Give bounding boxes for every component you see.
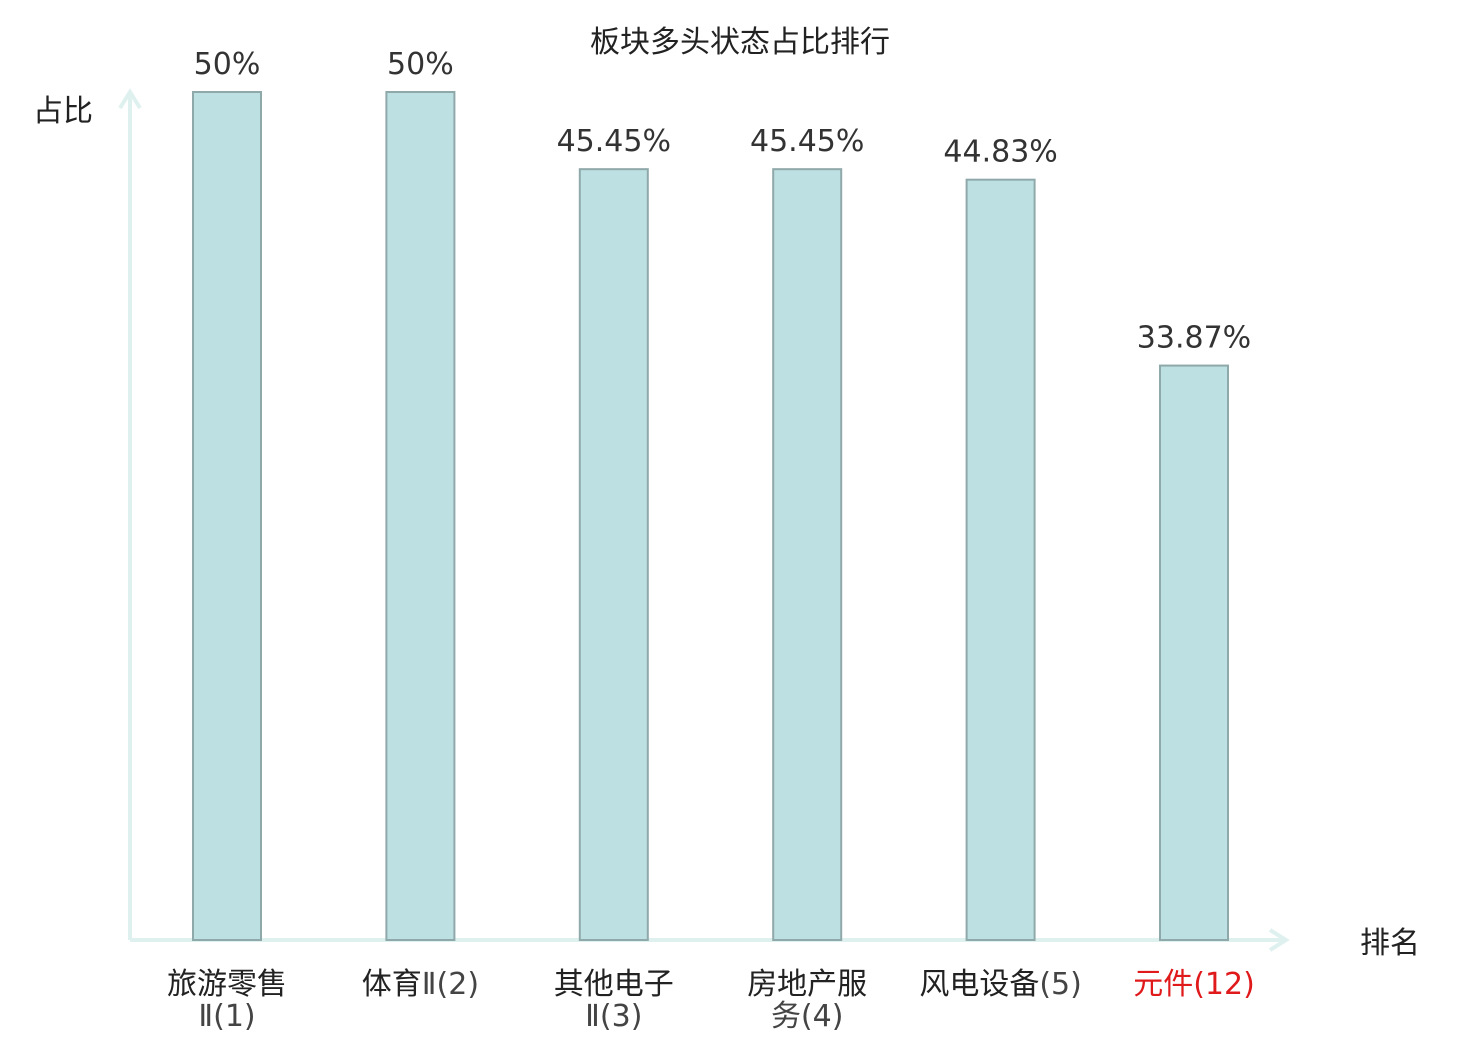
data-label: 44.83% xyxy=(943,135,1057,170)
bar xyxy=(772,168,843,941)
bar xyxy=(1159,364,1229,941)
bars-group xyxy=(192,91,1229,941)
x-tick-label: 元件(12) xyxy=(1133,967,1255,1002)
bar xyxy=(965,178,1036,941)
data-label: 45.45% xyxy=(557,124,671,159)
bar xyxy=(385,91,456,941)
x-tick-label: 风电设备(5) xyxy=(919,967,1082,1002)
bar xyxy=(192,91,262,941)
x-axis-arrow xyxy=(1268,928,1290,952)
value-labels-group: 50% 50% 45.45% 45.45% 44.83% 33.87% xyxy=(194,47,1252,356)
y-axis-arrow xyxy=(118,88,142,110)
x-tick-label: 体育Ⅱ(2) xyxy=(362,967,479,1002)
chart-title: 板块多头状态占比排行 xyxy=(590,25,890,60)
x-tick-label: 房地产服 xyxy=(747,967,867,1002)
bar xyxy=(578,168,649,941)
data-label: 45.45% xyxy=(750,124,864,159)
data-label: 50% xyxy=(387,47,454,82)
x-tick-label-rank: Ⅱ(3) xyxy=(585,999,642,1034)
data-label: 50% xyxy=(194,47,261,82)
data-label: 33.87% xyxy=(1137,321,1251,356)
x-tick-label-rank: 务(4) xyxy=(771,999,844,1034)
x-tick-label: 其他电子 xyxy=(554,967,674,1002)
x-tick-label: 旅游零售 xyxy=(167,967,287,1002)
x-axis-label: 排名 xyxy=(1360,926,1420,961)
x-tick-label-rank: Ⅱ(1) xyxy=(198,999,255,1034)
y-axis-label: 占比 xyxy=(33,94,93,129)
axes xyxy=(118,88,1290,952)
